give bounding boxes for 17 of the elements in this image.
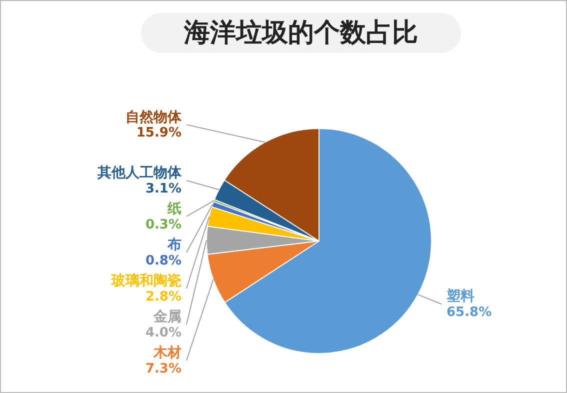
slice-label: 其他人工物体 <box>96 165 182 182</box>
slice-label: 金属 <box>152 309 182 326</box>
data-label: 15.9% <box>136 126 182 141</box>
data-label: 3.1% <box>145 181 182 196</box>
slice-label: 塑料 <box>446 288 474 305</box>
data-label: 7.3% <box>145 361 182 376</box>
slice-label: 布 <box>166 237 182 254</box>
slice-label: 自然物体 <box>126 109 182 126</box>
chart-title: 海洋垃圾的个数占比 <box>141 13 461 53</box>
data-label: 0.8% <box>145 253 182 268</box>
slice-label: 木材 <box>152 345 182 362</box>
data-label: 2.8% <box>145 289 182 304</box>
data-label: 65.8% <box>446 304 492 320</box>
data-label: 0.3% <box>145 217 182 232</box>
slice-label: 纸 <box>166 201 182 218</box>
slice-label: 玻璃和陶瓷 <box>110 272 182 290</box>
data-label: 4.0% <box>145 325 182 340</box>
